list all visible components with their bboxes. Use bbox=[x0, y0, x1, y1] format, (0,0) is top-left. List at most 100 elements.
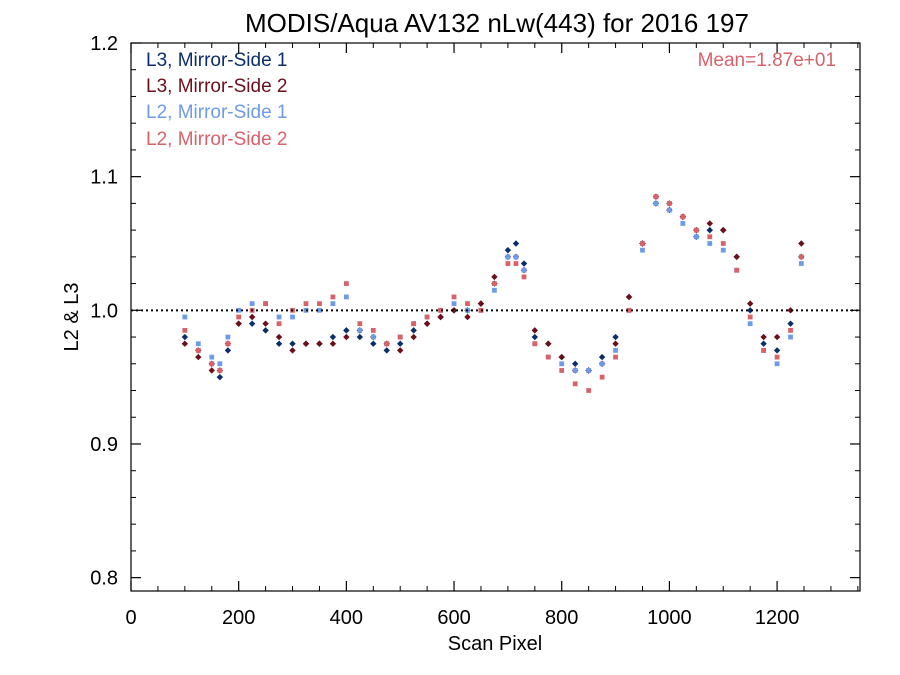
data-point bbox=[667, 207, 672, 213]
data-point bbox=[532, 341, 538, 347]
data-point bbox=[787, 307, 794, 314]
data-point bbox=[397, 347, 404, 354]
data-point bbox=[625, 293, 633, 301]
data-point bbox=[437, 313, 444, 321]
data-point bbox=[330, 294, 336, 300]
data-point bbox=[316, 340, 323, 347]
data-point bbox=[450, 307, 458, 314]
data-point bbox=[317, 307, 322, 313]
data-point bbox=[798, 254, 804, 260]
mean-annotation: Mean=1.87e+01 bbox=[698, 50, 836, 71]
data-point bbox=[397, 340, 404, 347]
data-point bbox=[798, 240, 805, 247]
data-point bbox=[411, 321, 417, 327]
y-tick-label: 1.2 bbox=[90, 33, 118, 55]
legend-entry-l3-ms1: L3, Mirror-Side 1 bbox=[146, 50, 288, 71]
x-axis: 0 200 400 600 800 1000 1200 bbox=[125, 43, 859, 629]
data-point bbox=[217, 368, 223, 373]
data-point bbox=[640, 241, 645, 246]
data-point bbox=[521, 274, 527, 280]
data-point bbox=[773, 333, 781, 341]
data-point bbox=[438, 307, 443, 313]
data-point bbox=[520, 260, 528, 267]
data-point bbox=[733, 253, 740, 261]
data-point bbox=[465, 301, 470, 307]
data-point bbox=[249, 301, 255, 307]
data-point bbox=[410, 327, 417, 334]
data-point bbox=[513, 254, 519, 260]
data-point bbox=[707, 234, 713, 240]
x-tick-label: 400 bbox=[330, 607, 363, 629]
data-point bbox=[181, 340, 189, 347]
data-point bbox=[612, 340, 619, 347]
data-point bbox=[598, 353, 606, 361]
data-point bbox=[706, 220, 713, 227]
data-point bbox=[384, 341, 390, 347]
legend-entry-l3-ms2: L3, Mirror-Side 2 bbox=[146, 76, 288, 97]
data-point bbox=[276, 321, 282, 327]
x-tick-label: 1000 bbox=[647, 607, 692, 629]
data-point bbox=[513, 261, 519, 266]
data-point bbox=[545, 340, 552, 347]
data-point bbox=[225, 334, 231, 340]
data-point bbox=[262, 327, 269, 334]
data-point bbox=[356, 333, 364, 341]
data-point bbox=[693, 227, 699, 233]
data-point bbox=[746, 300, 754, 307]
data-point bbox=[787, 320, 794, 327]
data-point bbox=[571, 360, 579, 367]
x-tick-label: 200 bbox=[222, 607, 255, 629]
data-point bbox=[236, 314, 242, 320]
data-point bbox=[747, 321, 753, 327]
data-point bbox=[209, 354, 215, 360]
data-point bbox=[613, 348, 618, 353]
data-point bbox=[492, 281, 497, 286]
data-point bbox=[329, 333, 337, 341]
data-point bbox=[680, 221, 686, 226]
data-point bbox=[747, 314, 753, 320]
data-point bbox=[289, 340, 296, 347]
data-point bbox=[612, 333, 619, 341]
data-point bbox=[357, 327, 363, 333]
data-point bbox=[182, 327, 188, 333]
data-point bbox=[558, 353, 565, 361]
data-point bbox=[370, 334, 376, 340]
data-point bbox=[746, 307, 754, 314]
data-point bbox=[262, 320, 269, 327]
data-point bbox=[505, 254, 511, 260]
data-point bbox=[788, 334, 793, 340]
data-point bbox=[182, 314, 188, 320]
data-point bbox=[640, 247, 645, 253]
data-point bbox=[329, 340, 337, 347]
x-tick-label: 800 bbox=[545, 607, 578, 629]
data-point bbox=[720, 241, 726, 246]
data-point bbox=[667, 200, 672, 206]
data-point bbox=[626, 307, 632, 313]
data-point bbox=[181, 333, 189, 341]
y-tick-label: 1.1 bbox=[90, 167, 118, 189]
series-3 bbox=[182, 194, 804, 393]
data-point bbox=[195, 348, 201, 353]
data-point bbox=[720, 247, 726, 253]
data-point bbox=[599, 374, 605, 380]
legend-entry-l2-ms2: L2, Mirror-Side 2 bbox=[146, 129, 288, 150]
data-point bbox=[653, 200, 659, 206]
data-point bbox=[303, 301, 309, 307]
data-point bbox=[195, 341, 201, 347]
chart-title: MODIS/Aqua AV132 nLw(443) for 2016 197 bbox=[245, 8, 749, 38]
data-point bbox=[531, 327, 539, 334]
data-point bbox=[330, 301, 336, 307]
data-point bbox=[370, 340, 377, 347]
data-point bbox=[734, 267, 740, 273]
data-point bbox=[209, 361, 215, 367]
x-axis-label: Scan Pixel bbox=[448, 633, 543, 655]
data-point bbox=[195, 353, 202, 361]
legend-entry-l2-ms1: L2, Mirror-Side 1 bbox=[146, 102, 288, 123]
data-point bbox=[263, 301, 269, 307]
data-point bbox=[289, 347, 296, 354]
data-point bbox=[491, 273, 498, 281]
plot-frame bbox=[130, 42, 861, 592]
data-point bbox=[559, 361, 565, 367]
data-point bbox=[317, 301, 322, 307]
